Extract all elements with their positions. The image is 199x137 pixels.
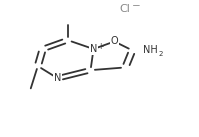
Text: N: N [54, 73, 61, 83]
Text: 2: 2 [158, 51, 163, 57]
Text: O: O [111, 36, 118, 46]
Text: NH: NH [143, 45, 158, 55]
Text: −: − [132, 1, 141, 11]
Text: Cl: Cl [119, 4, 130, 14]
Text: +: + [97, 42, 103, 51]
Text: N: N [90, 44, 97, 54]
